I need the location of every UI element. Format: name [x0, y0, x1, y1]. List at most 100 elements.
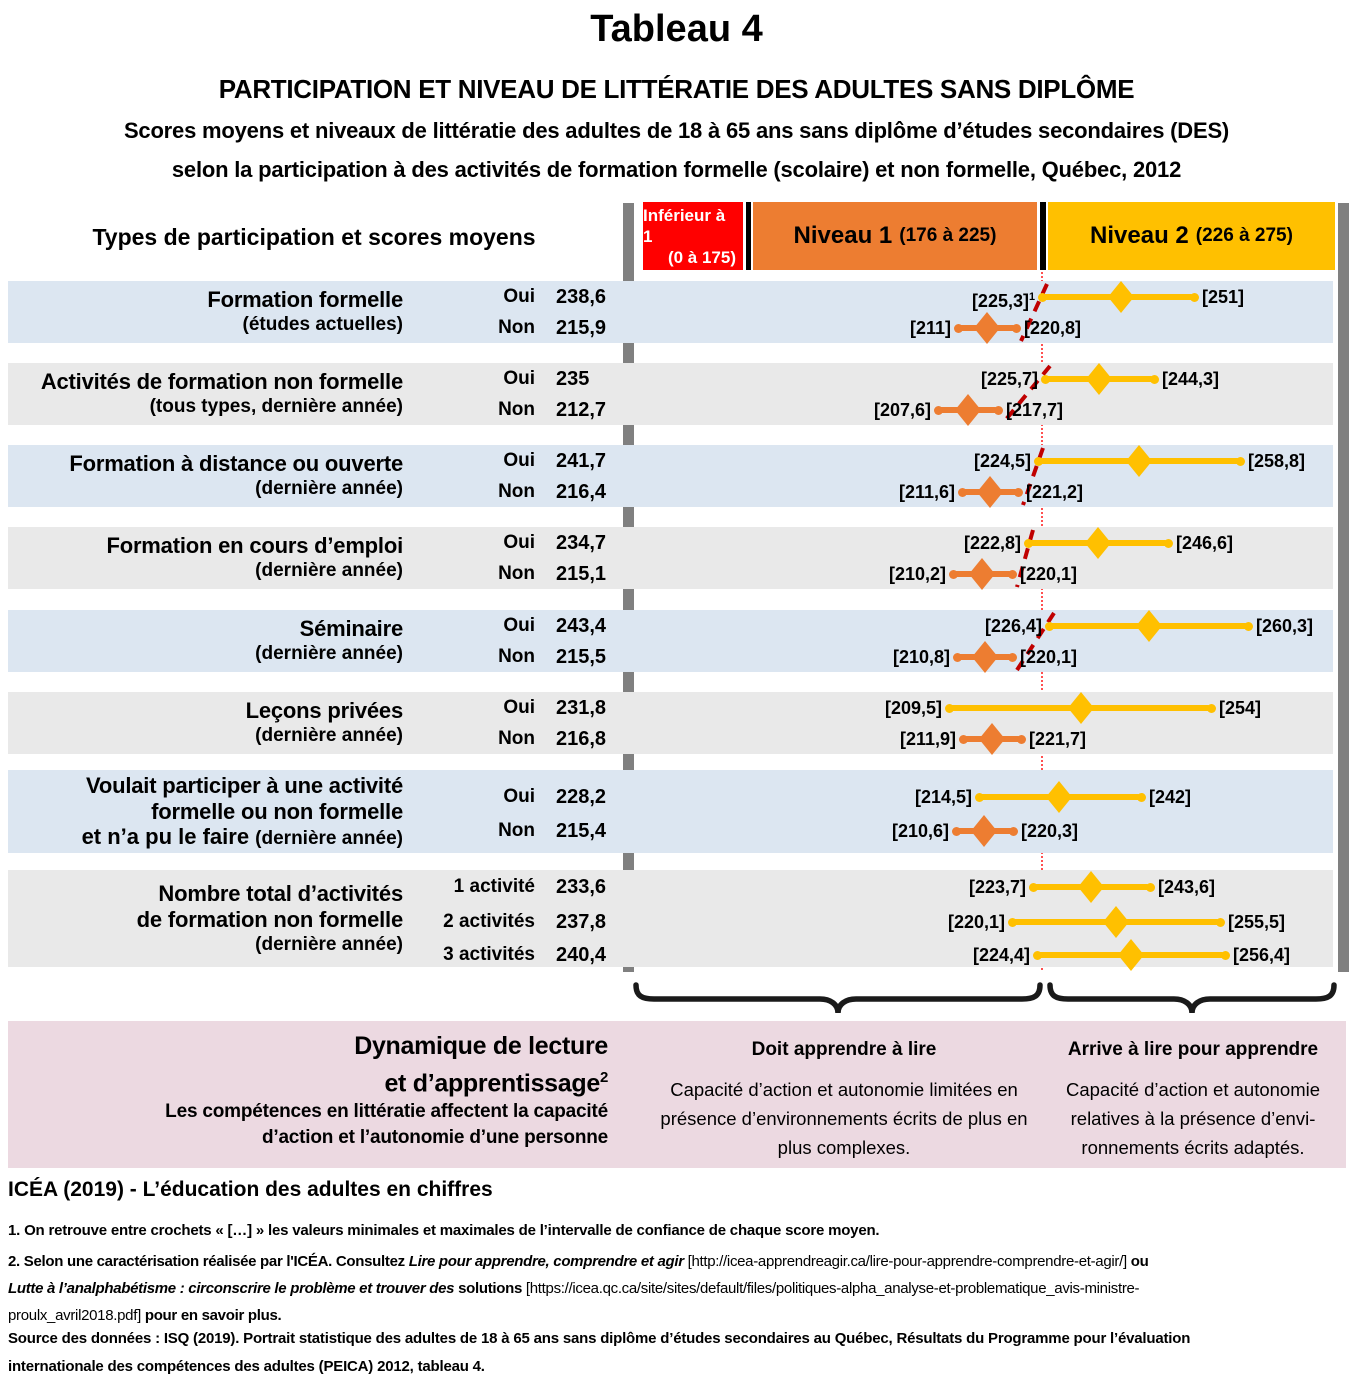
page-description-line1: Scores moyens et niveaux de littératie d… — [123, 118, 1230, 143]
dynamics-heading-block: Dynamique de lecture et d’apprentissage2… — [8, 1031, 608, 1151]
participation-answer: 2 activités — [443, 911, 535, 932]
level2-dynamics-body-line3: ronnements écrits adaptés. — [1081, 1137, 1305, 1158]
mean-marker — [1126, 445, 1152, 477]
mean-marker — [972, 641, 998, 673]
level2-dynamics-block: Arrive à lire pour apprendre Capacité d’… — [1040, 1039, 1346, 1162]
ci-min-label: [211,9] — [804, 727, 956, 751]
participation-answer: Oui — [503, 615, 535, 636]
ci-max-label: [220,8] — [1024, 318, 1082, 338]
confidence-interval-line — [1037, 952, 1225, 958]
interval-high-endpoint — [1137, 793, 1146, 802]
boundary-dash — [1015, 529, 1035, 588]
boundary-dash — [1001, 364, 1052, 425]
ci-min-value: [214,5] — [914, 787, 972, 807]
row-band: Séminaire (dernière année) Oui 243,4 [226,4]… — [8, 610, 1333, 673]
category-sublabel-text: (dernière année) — [255, 725, 403, 746]
interval-high-endpoint — [1190, 293, 1199, 302]
category-sublabel: (dernière année) — [8, 559, 403, 583]
page-description-line2: selon la participation à des activités d… — [171, 157, 1182, 182]
participation-answer: Oui — [503, 697, 535, 718]
category-sublabel-text: (dernière année) — [255, 643, 403, 664]
mean-score: 241,7 — [556, 450, 607, 472]
ci-min-value: [209,5] — [884, 698, 942, 718]
participation-answer: Oui — [503, 368, 535, 389]
mean-score: 243,4 — [556, 615, 607, 637]
interval-low-endpoint — [953, 653, 962, 662]
category-sublabel-text: (dernière année) — [255, 478, 403, 499]
reading-dynamics-panel: Dynamique de lecture et d’apprentissage2… — [8, 1021, 1346, 1168]
interval-low-endpoint — [1008, 918, 1017, 927]
participation-answer: Non — [498, 317, 535, 338]
mean-marker — [955, 394, 981, 426]
level-divider-1 — [746, 202, 751, 270]
confidence-interval-line — [938, 407, 998, 413]
footnote-2-segment: solutions — [458, 1280, 523, 1297]
participation-answer: Non — [498, 646, 535, 667]
footnote-1: 1. On retrouve entre crochets « […] » le… — [8, 1222, 880, 1239]
level-box-niveau-2: Niveau 2 (226 à 275) — [1048, 202, 1335, 270]
ci-max-label: [221,2] — [1026, 482, 1084, 502]
mean-score: 215,4 — [556, 820, 607, 842]
interval-high-endpoint — [1008, 653, 1017, 662]
mean-score: 235 — [556, 368, 590, 390]
footnote-2-segment: [https://icea.qc.ca/site/sites/default/f… — [522, 1280, 1140, 1297]
level-2-label: Niveau 2 — [1090, 222, 1189, 249]
mean-score: 231,8 — [556, 697, 607, 719]
mean-score: 240,4 — [556, 944, 607, 966]
dynamics-subtext-line2: d’action et l’autonomie d’une personne — [261, 1127, 608, 1149]
level1-dynamics-body-line2: présence d’environnements écrits de plus… — [660, 1108, 1028, 1129]
ci-min-value: [220,1] — [947, 912, 1005, 932]
ci-max-label: [251] — [1202, 287, 1245, 307]
mean-score: 215,5 — [556, 646, 607, 668]
footnote-2-segment: [http://icea-apprendreagir.ca/lire-pour-… — [683, 1253, 1131, 1270]
category-sublabel-prefix: et n’a pu le faire — [81, 823, 256, 849]
interval-high-endpoint — [1207, 704, 1216, 713]
participation-answer: Non — [498, 563, 535, 584]
ci-max-label: [243,6] — [1158, 877, 1216, 897]
mean-marker — [1108, 281, 1134, 313]
page-title: Tableau 4 — [590, 8, 763, 50]
ci-min-label: [222,8] — [869, 531, 1021, 555]
interval-low-endpoint — [952, 827, 961, 836]
row-category: Leçons privées (dernière année) — [8, 692, 404, 754]
interval-low-endpoint — [975, 793, 984, 802]
right-axis-bar — [1338, 203, 1349, 972]
confidence-interval-line — [956, 828, 1013, 834]
ci-min-label: [211] — [799, 316, 951, 340]
ci-min-label: [226,4] — [890, 614, 1042, 638]
level-box-niveau-1: Niveau 1 (176 à 225) — [753, 202, 1037, 270]
ci-min-label: [210,6] — [797, 819, 949, 843]
row-category: Formation à distance ou ouverte (dernière… — [8, 445, 403, 507]
row-category: Activités de formation non formelle (tous… — [8, 363, 403, 425]
ci-min-value: [224,4] — [972, 945, 1030, 965]
interval-low-endpoint — [958, 488, 967, 497]
category-sublabel-text: (tous types, dernière année) — [149, 396, 403, 417]
category-sublabel-text: (dernière année) — [255, 827, 403, 849]
level-1-range: (176 à 225) — [899, 225, 997, 246]
confidence-interval-line — [963, 736, 1021, 742]
mean-score: 216,8 — [556, 728, 607, 750]
dynamics-subtext-line1: Les compétences en littératie affectent … — [165, 1101, 608, 1123]
ci-max-label: [255,5] — [1228, 912, 1286, 932]
confidence-interval-line — [1038, 458, 1240, 464]
category-sublabel: (dernière année) — [8, 724, 403, 748]
participation-answer: Oui — [503, 286, 535, 307]
mean-score: 212,7 — [556, 399, 607, 421]
ci-min-label: [225,3]1 — [883, 285, 1035, 313]
row-category: Séminaire (dernière année) — [8, 610, 403, 672]
participation-column-header: Types de participation et scores moyens — [92, 224, 536, 250]
interval-low-endpoint — [1024, 539, 1033, 548]
category-sublabel: (dernière année) — [8, 642, 403, 666]
page-subtitle: PARTICIPATION ET NIVEAU DE LITTÉRATIE DE… — [218, 74, 1135, 104]
category-sublabel: (dernière année) — [8, 477, 403, 501]
confidence-interval-line — [1012, 919, 1220, 925]
ci-min-label: [211,6] — [803, 480, 955, 504]
dynamics-title-line1: Dynamique de lecture — [354, 1032, 608, 1060]
ci-min-value: [223,7] — [968, 877, 1026, 897]
ci-max-label: [246,6] — [1176, 533, 1234, 553]
level-boundary-dotted-line — [1041, 272, 1043, 970]
ci-max-label: [217,7] — [1006, 400, 1064, 420]
brace-doit-apprendre — [633, 982, 1043, 1014]
interval-high-endpoint — [1236, 457, 1245, 466]
